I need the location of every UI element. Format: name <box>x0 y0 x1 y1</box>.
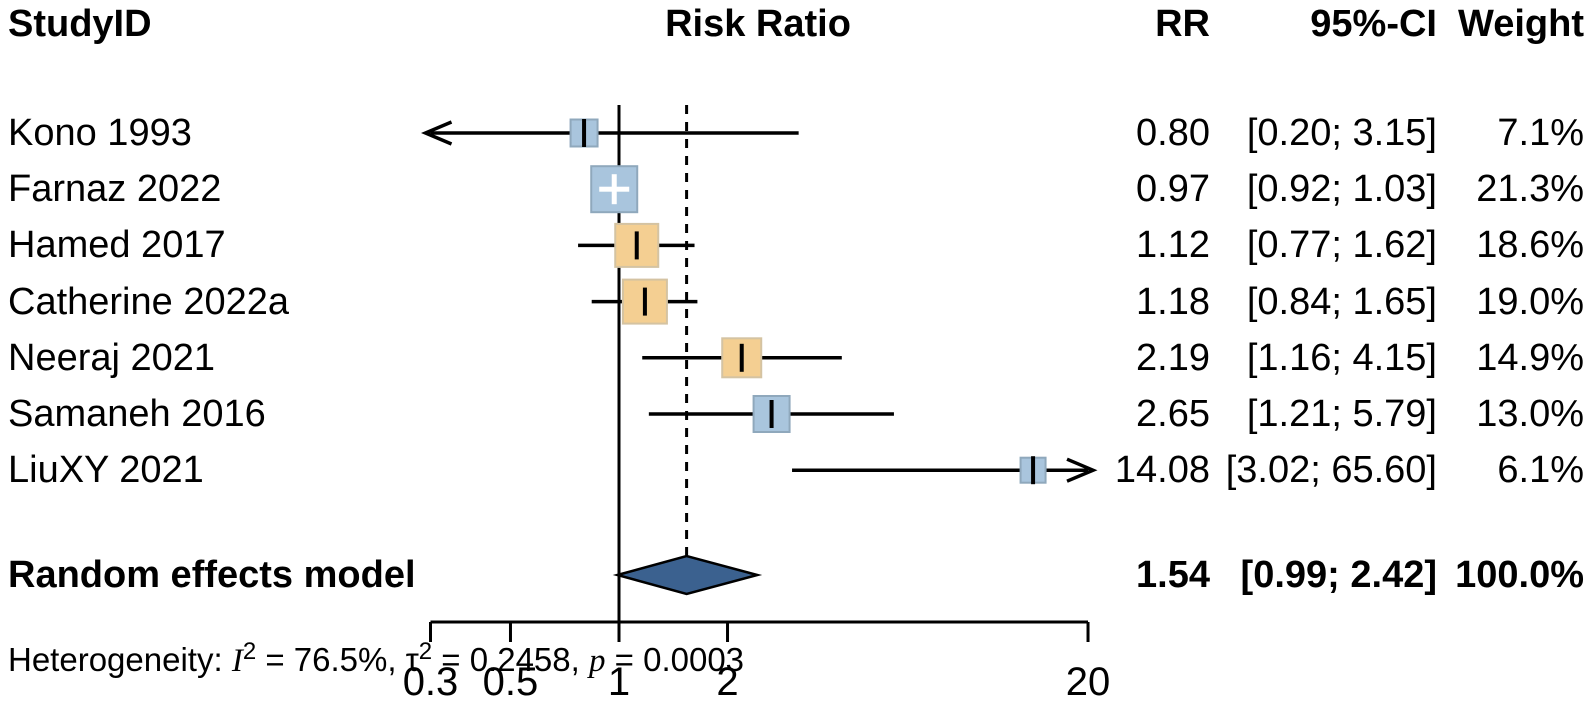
ci-value: [1.21; 5.79] <box>1246 393 1437 435</box>
weight-value: 18.6% <box>1476 224 1584 267</box>
rr-value: 1.12 <box>1136 224 1210 267</box>
study-label: Farnaz 2022 <box>8 168 222 211</box>
het-i2-value: = 76.5%, <box>256 641 406 678</box>
weight-value: 13.0% <box>1476 393 1584 435</box>
het-tau-value: = 0.2458, <box>432 641 589 678</box>
ci-arrow-right <box>1066 457 1098 483</box>
estimate-tick-marker <box>582 119 587 147</box>
estimate-tick-marker <box>634 231 639 260</box>
x-axis-tick-label: 0.5 <box>482 660 539 704</box>
ci-value: [0.77; 1.62] <box>1246 224 1437 267</box>
rr-value: 14.08 <box>1114 449 1210 492</box>
study-label: Samaneh 2016 <box>8 393 266 435</box>
weight-value: 19.0% <box>1476 280 1584 323</box>
study-label: Neeraj 2021 <box>8 336 216 379</box>
ci-arrow-left <box>421 120 453 146</box>
summary-rr-value: 1.54 <box>1136 554 1210 596</box>
weight-value: 21.3% <box>1476 168 1584 211</box>
study-label: Hamed 2017 <box>8 224 226 267</box>
rr-value: 2.19 <box>1136 336 1210 379</box>
x-axis-tick-label: 0.3 <box>402 660 459 704</box>
summary-label: Random effects model <box>8 554 416 596</box>
summary-ci-value: [0.99; 2.42] <box>1240 554 1437 596</box>
estimate-tick-marker <box>739 343 744 372</box>
weight-value: 14.9% <box>1476 336 1584 379</box>
x-axis-tick-label: 1 <box>607 660 631 704</box>
header-weight: Weight <box>1458 3 1584 45</box>
het-tau-sup: 2 <box>418 638 433 665</box>
header-studyid: StudyID <box>8 3 152 45</box>
ci-value: [0.84; 1.65] <box>1246 280 1437 323</box>
ci-value: [0.92; 1.03] <box>1246 168 1437 211</box>
rr-value: 1.18 <box>1136 280 1210 323</box>
rr-value: 0.80 <box>1136 112 1210 154</box>
estimate-tick-marker <box>642 287 647 316</box>
estimate-tick-marker <box>1031 456 1036 485</box>
het-tau-symbol: τ <box>405 641 419 678</box>
summary-weight-value: 100.0% <box>1455 554 1584 596</box>
ci-value: [1.16; 4.15] <box>1246 336 1437 379</box>
header-rr: RR <box>1155 3 1210 45</box>
het-i2-symbol: I <box>231 643 243 679</box>
summary-diamond <box>612 554 763 596</box>
rr-value: 0.97 <box>1136 168 1210 211</box>
header-ci: 95%-CI <box>1310 3 1437 45</box>
study-label: Kono 1993 <box>8 112 192 154</box>
het-i2-sup: 2 <box>242 638 257 665</box>
header-risk-ratio: Risk Ratio <box>665 3 851 45</box>
heterogeneity-text: Heterogeneity: I2 = 76.5%, τ2 = 0.2458, … <box>8 630 744 683</box>
x-axis-tick-label: 2 <box>716 660 739 704</box>
study-label: Catherine 2022a <box>8 280 289 323</box>
het-p-symbol: p <box>588 643 606 679</box>
weight-value: 6.1% <box>1497 449 1584 492</box>
ci-value: [3.02; 65.60] <box>1225 449 1437 492</box>
het-prefix: Heterogeneity: <box>8 641 232 678</box>
x-axis-tick-label: 20 <box>1065 660 1111 704</box>
estimate-tick-marker <box>769 400 774 428</box>
rr-value: 2.65 <box>1136 393 1210 435</box>
ci-value: [0.20; 3.15] <box>1246 112 1437 154</box>
het-p-value: = 0.0003 <box>605 641 745 678</box>
weight-value: 7.1% <box>1497 112 1584 154</box>
estimate-plus-marker <box>611 174 617 205</box>
study-label: LiuXY 2021 <box>8 449 204 492</box>
